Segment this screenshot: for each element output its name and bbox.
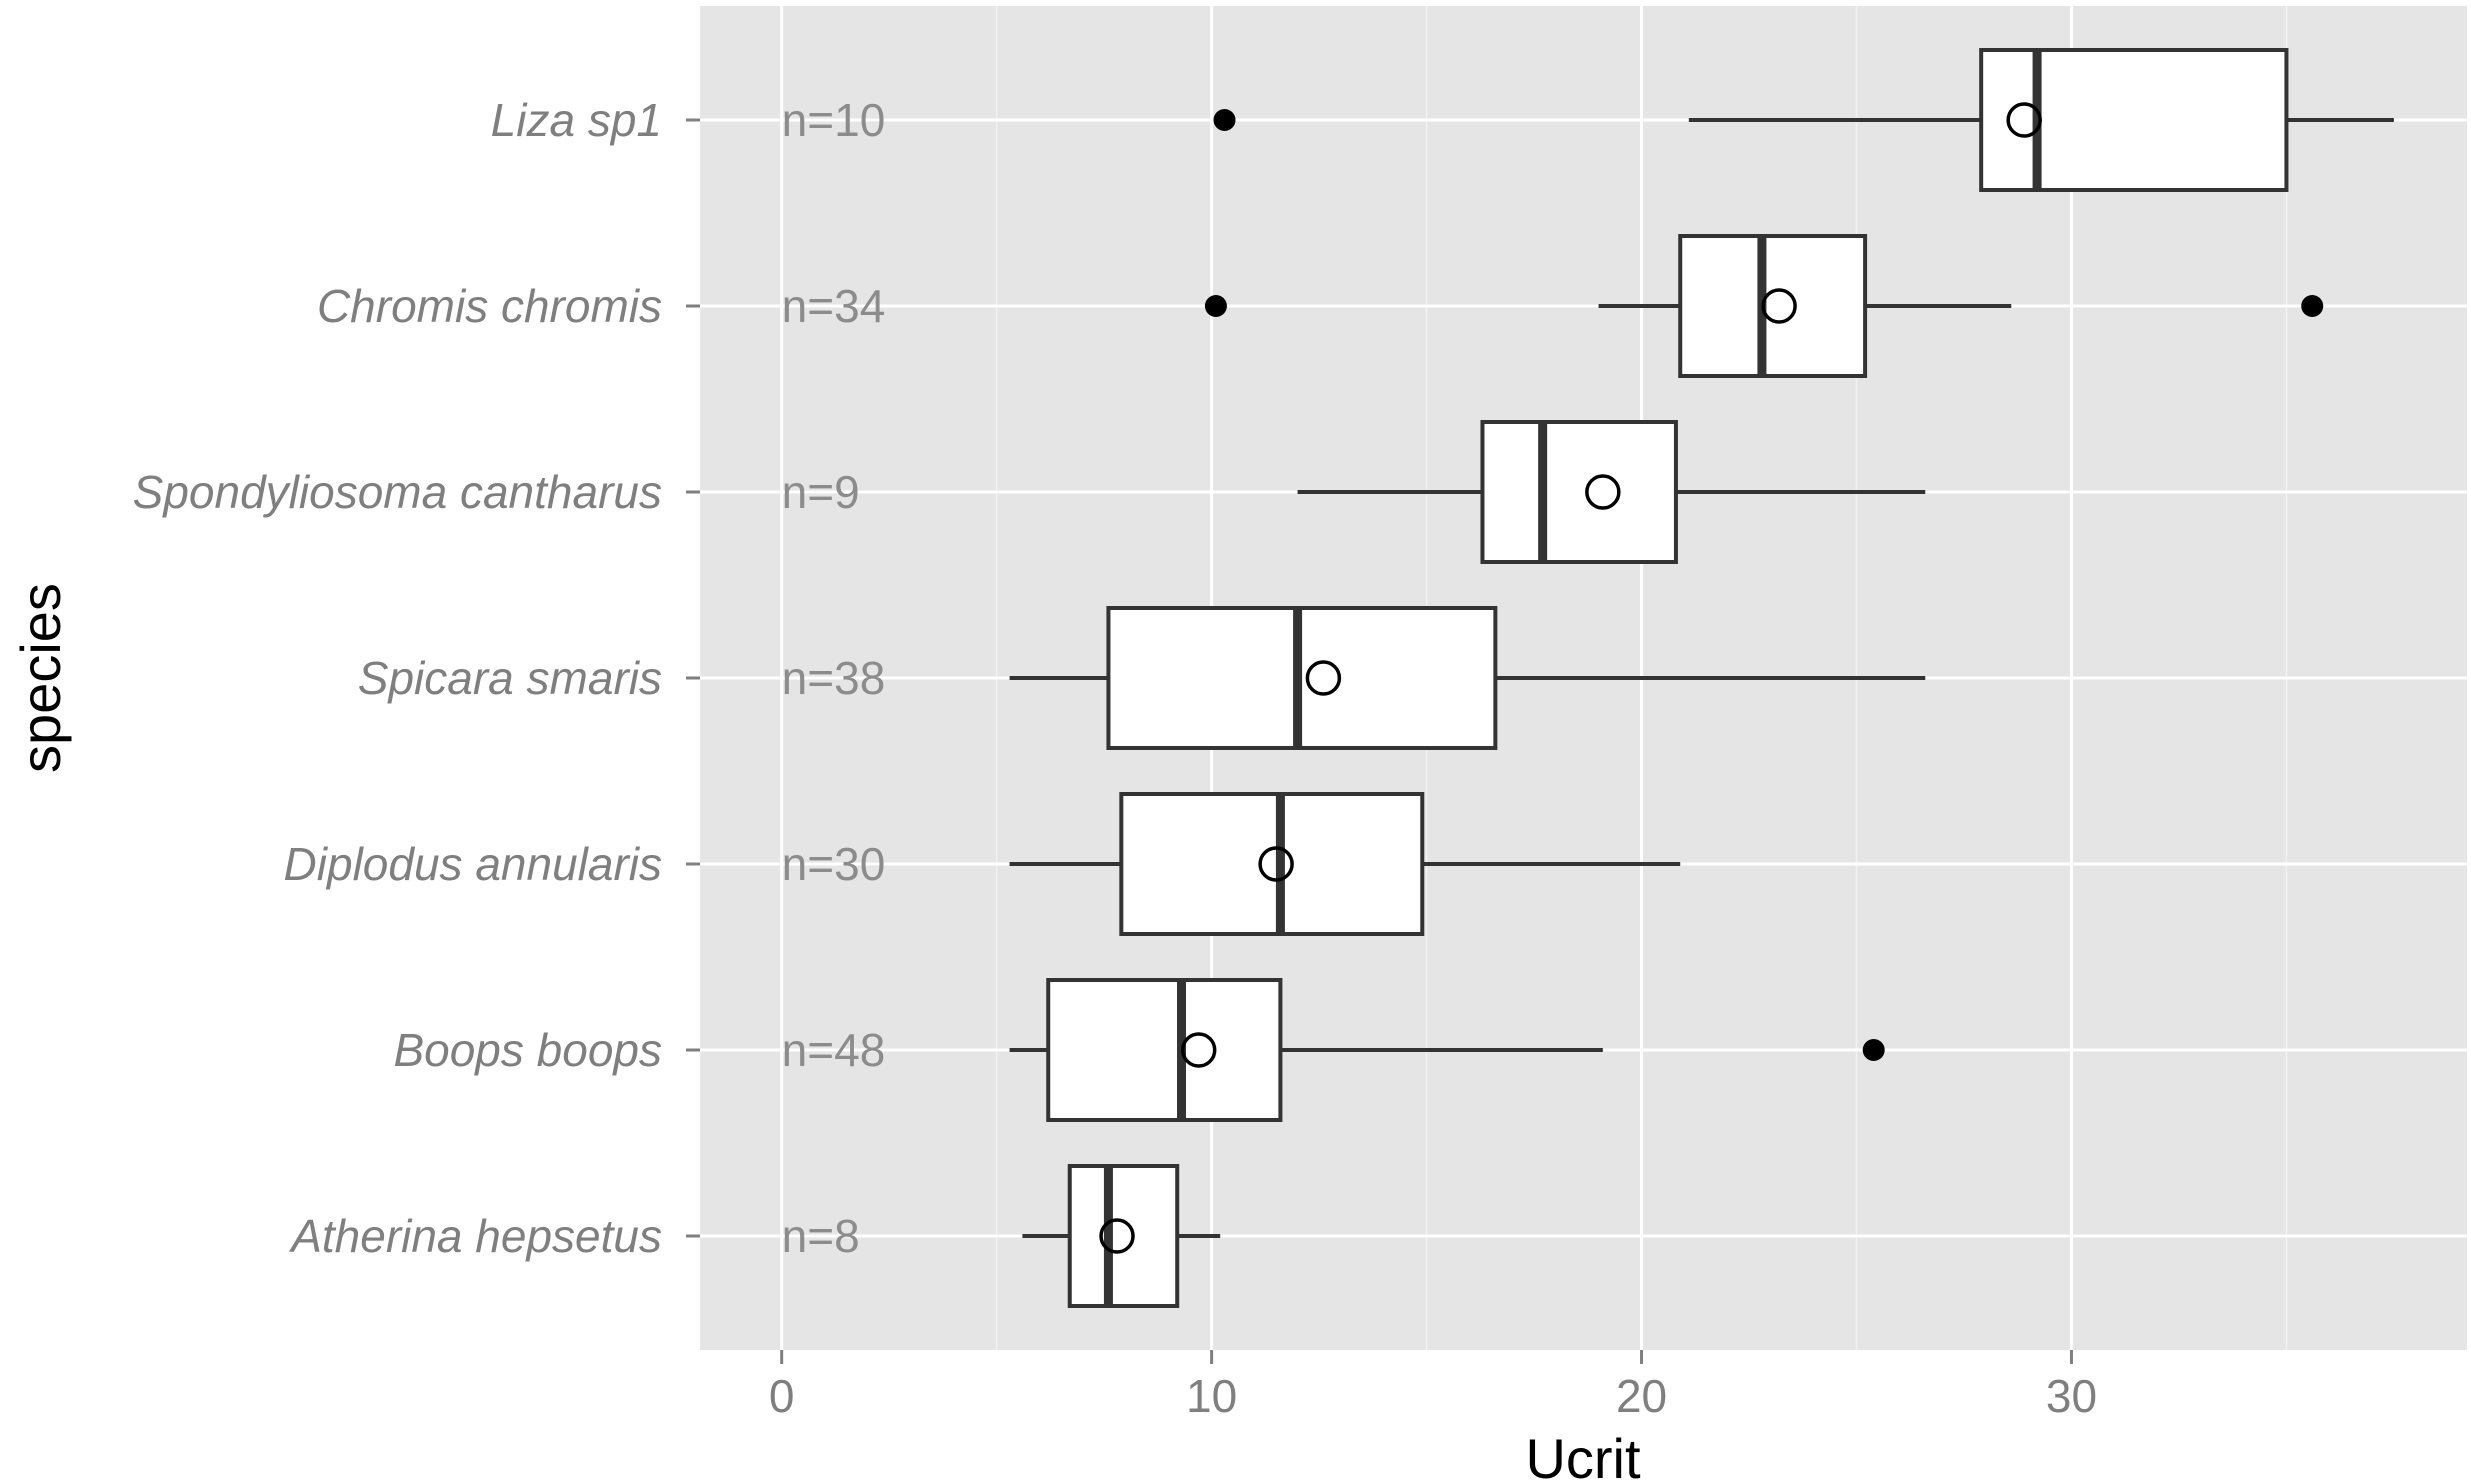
boxplot-marks (1009, 48, 2394, 1308)
iqr-box (1979, 48, 2289, 192)
x-tick-label: 30 (2046, 1370, 2097, 1422)
y-tick-label: Spondyliosoma cantharus (133, 466, 662, 518)
box-atherina-hepsetus (1022, 1164, 1221, 1308)
n-label: n=10 (782, 94, 886, 146)
iqr-box (1480, 420, 1678, 564)
y-axis: Liza sp1 Chromis chromis Spondyliosoma can… (133, 94, 700, 1262)
y-tick-label: Spicara smaris (358, 652, 662, 704)
n-label: n=8 (782, 1210, 860, 1262)
box-spondyliosoma-cantharus (1297, 420, 1926, 564)
n-label: n=30 (782, 838, 886, 890)
x-axis-title: Ucrit (1525, 1427, 1641, 1482)
box-diplodus-annularis (1009, 792, 1681, 936)
x-axis: 0 10 20 30 (769, 1350, 2097, 1422)
x-tick-label: 0 (769, 1370, 795, 1422)
y-tick-label: Atherina hepsetus (288, 1210, 662, 1262)
box-boops-boops (1009, 978, 1885, 1122)
mean-marker (1258, 846, 1294, 882)
box-liza-sp1 (1213, 48, 2394, 192)
outlier-point (1204, 295, 1227, 317)
y-tick-label: Chromis chromis (317, 280, 662, 332)
n-label: n=9 (782, 466, 860, 518)
n-label: n=38 (782, 652, 886, 704)
y-axis-title: species (9, 583, 72, 773)
sample-size-labels: n=10 n=34 n=9 n=38 n=30 n=48 n=8 (782, 94, 886, 1262)
mean-marker (1761, 288, 1797, 324)
y-tick-label: Liza sp1 (491, 94, 662, 146)
iqr-box (1067, 1164, 1180, 1308)
y-tick-label: Diplodus annularis (284, 838, 662, 890)
box-spicara-smaris (1009, 606, 1926, 750)
n-label: n=34 (782, 280, 886, 332)
x-tick-label: 10 (1186, 1370, 1237, 1422)
mean-marker (2006, 102, 2042, 138)
outlier-point (2301, 295, 2324, 317)
iqr-box (1678, 234, 1868, 378)
y-tick-label: Boops boops (393, 1024, 662, 1076)
n-label: n=48 (782, 1024, 886, 1076)
mean-marker (1585, 474, 1621, 510)
outlier-point (1862, 1039, 1885, 1061)
outlier-point (1213, 109, 1236, 131)
box-chromis-chromis (1204, 234, 2324, 378)
mean-marker (1305, 660, 1342, 696)
iqr-box (1046, 978, 1283, 1122)
x-tick-label: 20 (1616, 1370, 1667, 1422)
iqr-box (1119, 792, 1425, 936)
mean-marker (1180, 1032, 1217, 1068)
mean-marker (1099, 1218, 1135, 1254)
